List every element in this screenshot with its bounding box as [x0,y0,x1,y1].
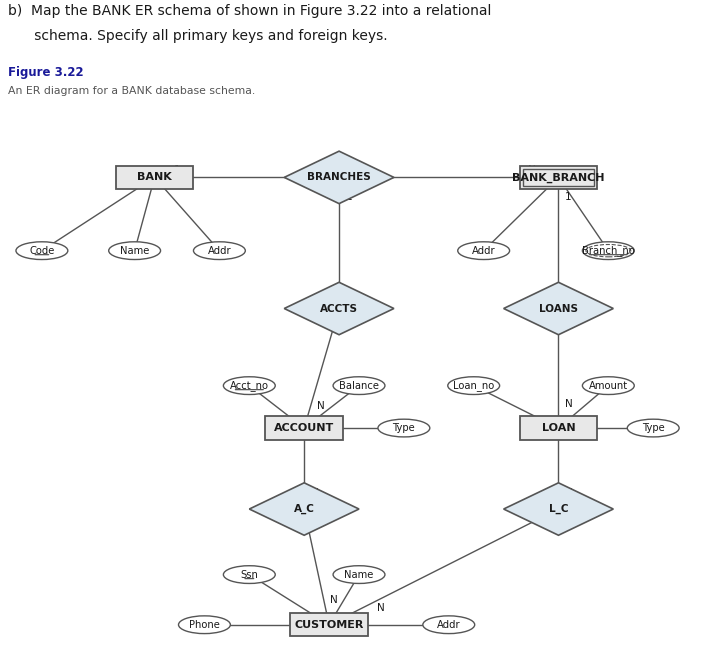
Polygon shape [249,483,359,535]
Text: A_C: A_C [293,504,314,514]
Ellipse shape [223,376,275,395]
Polygon shape [284,282,394,335]
Text: CUSTOMER: CUSTOMER [294,620,364,629]
Ellipse shape [582,376,634,395]
Text: N: N [564,399,572,409]
Ellipse shape [423,616,475,633]
Text: N: N [330,595,338,605]
FancyBboxPatch shape [116,166,194,189]
Text: BANK_BRANCH: BANK_BRANCH [513,172,605,183]
Text: Name: Name [344,570,373,580]
Text: Type: Type [642,423,665,433]
Ellipse shape [448,376,499,395]
Ellipse shape [194,242,245,260]
Text: Type: Type [392,423,415,433]
Ellipse shape [378,419,430,437]
Text: Amount: Amount [589,380,628,391]
Ellipse shape [178,616,230,633]
Text: Code: Code [29,246,55,256]
Text: Figure 3.22: Figure 3.22 [8,66,84,79]
Text: N: N [376,603,384,613]
Text: 1: 1 [346,192,352,202]
Text: Loan_no: Loan_no [453,380,494,391]
Ellipse shape [458,242,510,260]
Text: N: N [529,164,536,174]
FancyBboxPatch shape [265,417,343,440]
Text: Addr: Addr [437,620,461,629]
Text: 1: 1 [565,192,571,202]
Text: Addr: Addr [472,246,496,256]
Text: b)  Map the BANK ER schema of shown in Figure 3.22 into a relational: b) Map the BANK ER schema of shown in Fi… [8,4,491,18]
Text: ACCTS: ACCTS [320,303,358,313]
Text: LOANS: LOANS [539,303,578,313]
Text: N: N [317,401,325,411]
Text: Balance: Balance [339,380,379,391]
FancyBboxPatch shape [520,417,598,440]
Ellipse shape [333,566,385,584]
Text: An ER diagram for a BANK database schema.: An ER diagram for a BANK database schema… [8,87,256,97]
Text: L_C: L_C [549,504,569,514]
Text: 1: 1 [173,164,180,174]
Text: Name: Name [120,246,149,256]
Text: Acct_no: Acct_no [230,380,269,391]
Text: BANK: BANK [137,172,172,183]
Text: Ssn: Ssn [240,570,258,580]
FancyBboxPatch shape [520,166,598,189]
Text: schema. Specify all primary keys and foreign keys.: schema. Specify all primary keys and for… [8,30,387,44]
FancyBboxPatch shape [290,613,368,636]
Text: M: M [309,488,319,498]
Text: Phone: Phone [189,620,220,629]
Ellipse shape [628,419,679,437]
Ellipse shape [16,242,68,260]
Text: BRANCHES: BRANCHES [307,172,371,183]
Ellipse shape [333,376,385,395]
Ellipse shape [108,242,161,260]
Polygon shape [504,282,613,335]
Text: M: M [564,488,573,498]
Ellipse shape [223,566,275,584]
Text: Branch_no: Branch_no [582,245,635,256]
Text: Addr: Addr [207,246,232,256]
Text: ACCOUNT: ACCOUNT [274,423,334,433]
Polygon shape [504,483,613,535]
Polygon shape [284,151,394,203]
Ellipse shape [582,242,634,260]
Text: LOAN: LOAN [542,423,575,433]
